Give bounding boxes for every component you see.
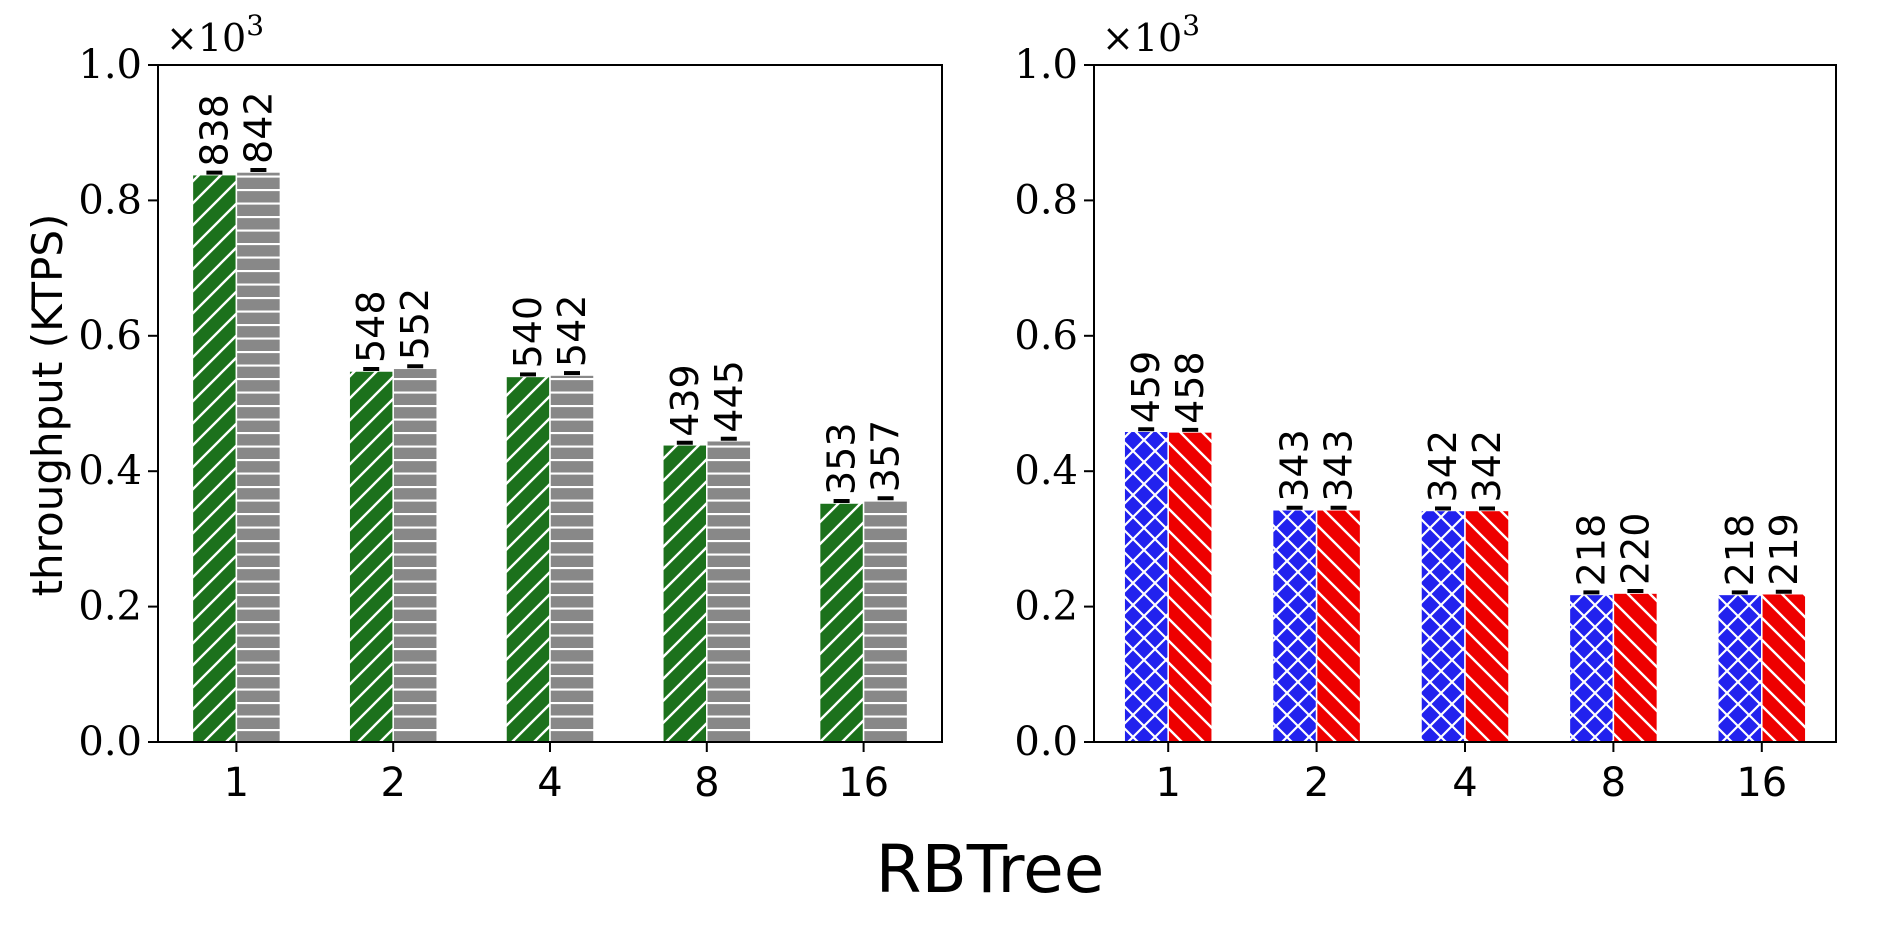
bar [1761, 592, 1807, 743]
y-tick-label: 0.4 [78, 448, 142, 494]
data-label: 353 [820, 422, 864, 495]
data-label: 552 [393, 288, 437, 361]
data-label: 459 [1124, 351, 1168, 424]
y-tick-label: 0.8 [1014, 177, 1078, 223]
bar [1315, 509, 1362, 743]
y-tick-label: 1.0 [1014, 42, 1078, 88]
y-scale-label: ×103 [1102, 9, 1200, 60]
bar [1167, 431, 1213, 743]
y-scale-exponent: 3 [1182, 9, 1200, 42]
bar [348, 370, 394, 743]
data-label: 343 [1273, 429, 1317, 502]
y-scale-label: ×103 [166, 9, 264, 60]
bar [1612, 592, 1659, 743]
data-label: 842 [236, 91, 280, 164]
y-axis-title: throughput (KTPS) [23, 214, 72, 597]
data-label: 458 [1168, 351, 1212, 424]
y-tick-label: 0.2 [1014, 584, 1078, 630]
bar [549, 374, 595, 743]
bar [862, 499, 909, 743]
y-tick-label: 1.0 [78, 42, 142, 88]
x-tick-label: 2 [1304, 760, 1329, 806]
y-tick-label: 0.6 [78, 313, 142, 359]
figure-title: RBTree [876, 831, 1105, 908]
data-label: 218 [1569, 514, 1613, 587]
bar [818, 502, 865, 743]
bar [662, 444, 708, 743]
data-label: 542 [550, 295, 594, 368]
x-tick-label: 2 [380, 760, 405, 806]
data-label: 343 [1317, 429, 1361, 502]
data-label: 445 [707, 360, 751, 433]
data-label: 838 [192, 94, 236, 167]
bar [706, 439, 752, 743]
bar [505, 375, 551, 743]
data-label: 219 [1762, 513, 1806, 586]
bar [1420, 509, 1466, 743]
bar [1464, 509, 1510, 743]
bar [392, 367, 438, 743]
x-tick-label: 1 [1155, 760, 1180, 806]
data-label: 342 [1421, 430, 1465, 503]
x-tick-label: 16 [838, 760, 889, 806]
bar [1568, 593, 1615, 743]
data-label: 548 [349, 290, 393, 363]
y-tick-label: 0.2 [78, 584, 142, 630]
x-tick-label: 8 [1601, 760, 1626, 806]
data-label: 357 [864, 420, 908, 493]
x-tick-label: 4 [537, 760, 562, 806]
y-tick-label: 0.0 [78, 719, 142, 765]
y-tick-label: 0.6 [1014, 313, 1078, 359]
data-label: 220 [1613, 513, 1657, 586]
y-tick-label: 0.4 [1014, 448, 1078, 494]
data-label: 439 [663, 364, 707, 437]
data-label: 342 [1465, 430, 1509, 503]
y-tick-label: 0.0 [1014, 719, 1078, 765]
y-scale-exponent: 3 [246, 9, 264, 42]
x-tick-label: 16 [1736, 760, 1787, 806]
x-tick-label: 8 [694, 760, 719, 806]
x-tick-label: 1 [224, 760, 249, 806]
bar [1123, 430, 1169, 743]
data-label: 218 [1718, 514, 1762, 587]
bar [191, 173, 238, 743]
bar [1271, 509, 1318, 743]
y-tick-label: 0.8 [78, 177, 142, 223]
x-tick-label: 4 [1452, 760, 1477, 806]
bar [1717, 593, 1763, 743]
bar [235, 171, 282, 743]
data-label: 540 [506, 296, 550, 369]
